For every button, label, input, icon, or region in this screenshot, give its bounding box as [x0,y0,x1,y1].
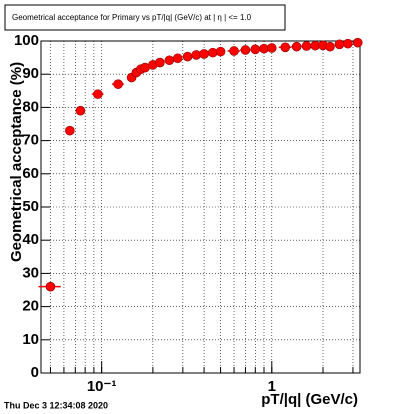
point [172,53,183,64]
point [93,89,103,99]
y-tick-label: 50 [22,198,39,215]
point [199,49,209,59]
point [325,41,335,52]
y-tick-label: 60 [22,165,39,182]
point [65,125,75,136]
point [291,41,302,52]
y-tick-label: 20 [22,298,39,315]
y-axis-label: Geometrical acceptance (%) [8,62,25,262]
point [334,39,345,50]
y-tick-label: 0 [31,364,39,381]
y-tick-label: 40 [22,231,39,248]
point [215,46,226,57]
footer: Thu Dec 3 12:34:08 2020 [4,400,108,410]
y-tick-label: 100 [14,32,39,49]
y-tick-label: 70 [22,132,39,149]
x-axis-label: pT/|q| (GeV/c) [261,391,358,408]
plot-frame [40,40,361,374]
point [250,44,261,55]
chart-title: Geometrical acceptance for Primary vs pT… [12,13,252,22]
y-tick-label: 80 [22,98,39,115]
title-box [4,4,286,31]
point [343,38,353,49]
point [155,57,165,68]
point [182,51,193,62]
y-tick-label: 10 [22,331,39,348]
point [113,79,123,89]
y-tick-label: 90 [22,65,39,82]
point [301,41,312,51]
point [45,281,56,292]
point [352,37,363,48]
point [240,45,251,55]
point [229,46,239,56]
point [280,42,291,53]
y-tick-label: 30 [22,264,39,281]
point [164,55,175,66]
point [266,43,277,53]
point [75,105,86,116]
x-tick-label: 10⁻¹ [87,378,117,395]
x-tick-label: 1 [268,378,276,395]
